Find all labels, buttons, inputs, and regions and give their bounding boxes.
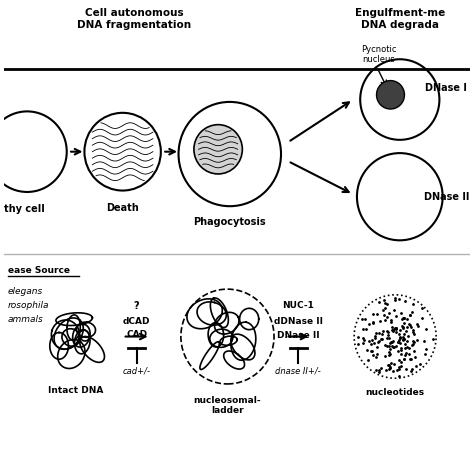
- Text: ammals: ammals: [8, 316, 43, 324]
- Text: ?: ?: [134, 301, 139, 311]
- Text: DNase I: DNase I: [426, 82, 467, 93]
- Text: Intact DNA: Intact DNA: [48, 386, 104, 395]
- Text: dnase II+/-: dnase II+/-: [275, 366, 321, 375]
- Circle shape: [357, 153, 443, 240]
- Text: Pycnotic
nucleus: Pycnotic nucleus: [361, 45, 397, 64]
- Circle shape: [376, 81, 404, 109]
- Text: Engulfment-me
DNA degrada: Engulfment-me DNA degrada: [355, 8, 445, 30]
- Circle shape: [179, 102, 281, 206]
- Text: CAD: CAD: [126, 330, 147, 338]
- Circle shape: [360, 59, 439, 140]
- Text: dCAD: dCAD: [123, 317, 150, 326]
- Text: dDNase II: dDNase II: [274, 317, 323, 326]
- Text: elegans: elegans: [8, 287, 43, 296]
- Text: Death: Death: [106, 203, 139, 213]
- Text: cad+/-: cad+/-: [123, 366, 151, 375]
- Text: NUC-1: NUC-1: [283, 301, 314, 310]
- Text: Cell autonomous
DNA fragmentation: Cell autonomous DNA fragmentation: [77, 8, 191, 30]
- Circle shape: [84, 113, 161, 191]
- Text: DNase II: DNase II: [277, 331, 319, 340]
- Circle shape: [194, 125, 242, 174]
- Text: Phagocytosis: Phagocytosis: [193, 217, 266, 227]
- Text: thy cell: thy cell: [4, 204, 45, 214]
- Circle shape: [0, 111, 67, 192]
- Text: ease Source: ease Source: [8, 266, 70, 274]
- Text: nucleotides: nucleotides: [365, 388, 425, 397]
- Text: rosophila: rosophila: [8, 301, 49, 310]
- Text: DNase II: DNase II: [424, 191, 469, 202]
- Text: nucleosomal-
ladder: nucleosomal- ladder: [194, 396, 261, 415]
